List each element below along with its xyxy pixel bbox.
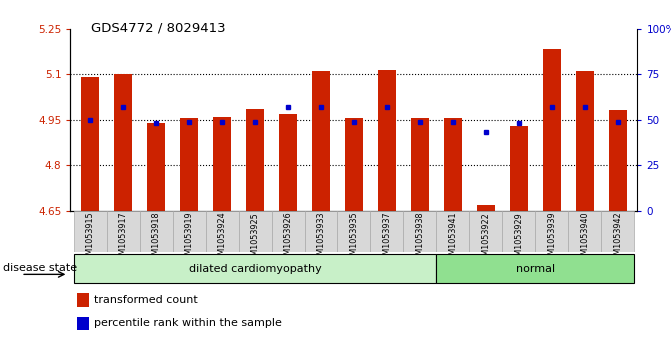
Text: normal: normal: [516, 264, 555, 274]
Text: GSM1053919: GSM1053919: [185, 212, 194, 265]
Bar: [568, 211, 601, 252]
Text: disease state: disease state: [3, 263, 77, 273]
Text: transformed count: transformed count: [94, 295, 198, 305]
Bar: [535, 211, 568, 252]
Bar: [213, 117, 231, 211]
Bar: [114, 74, 132, 211]
Text: GSM1053942: GSM1053942: [613, 212, 622, 265]
Bar: [338, 211, 370, 252]
Text: percentile rank within the sample: percentile rank within the sample: [94, 318, 282, 329]
Bar: [147, 123, 165, 211]
Bar: [81, 77, 99, 211]
Bar: [477, 205, 495, 211]
Text: GSM1053938: GSM1053938: [415, 212, 424, 265]
Text: GSM1053933: GSM1053933: [317, 212, 325, 265]
Bar: [74, 211, 107, 252]
Text: GSM1053918: GSM1053918: [152, 212, 160, 265]
Text: GSM1053929: GSM1053929: [514, 212, 523, 266]
Bar: [272, 211, 305, 252]
Bar: [246, 109, 264, 211]
Bar: [172, 211, 205, 252]
Text: GSM1053940: GSM1053940: [580, 212, 589, 265]
Bar: [205, 211, 239, 252]
Bar: [378, 70, 396, 211]
Text: GSM1053925: GSM1053925: [250, 212, 260, 266]
Bar: [436, 254, 634, 283]
Bar: [503, 211, 535, 252]
Text: GSM1053937: GSM1053937: [382, 212, 391, 265]
Bar: [312, 71, 330, 211]
Bar: [444, 118, 462, 211]
Text: GSM1053917: GSM1053917: [119, 212, 127, 265]
Bar: [609, 110, 627, 211]
Bar: [180, 118, 198, 211]
Text: GSM1053926: GSM1053926: [284, 212, 293, 265]
Bar: [601, 211, 634, 252]
Bar: [239, 211, 272, 252]
Text: GDS4772 / 8029413: GDS4772 / 8029413: [91, 22, 225, 35]
Bar: [107, 211, 140, 252]
Text: GSM1053939: GSM1053939: [548, 212, 556, 265]
Text: GSM1053924: GSM1053924: [217, 212, 227, 265]
Text: GSM1053915: GSM1053915: [86, 212, 95, 265]
Bar: [436, 211, 469, 252]
Text: GSM1053922: GSM1053922: [481, 212, 491, 266]
Bar: [370, 211, 403, 252]
Bar: [403, 211, 436, 252]
Bar: [576, 71, 594, 211]
Text: GSM1053935: GSM1053935: [350, 212, 358, 265]
Bar: [411, 118, 429, 211]
Bar: [74, 254, 436, 283]
Bar: [140, 211, 172, 252]
Bar: [279, 114, 297, 211]
Bar: [510, 126, 528, 211]
Text: GSM1053941: GSM1053941: [448, 212, 458, 265]
Text: dilated cardiomyopathy: dilated cardiomyopathy: [189, 264, 321, 274]
Bar: [543, 49, 561, 211]
Bar: [345, 118, 363, 211]
Bar: [469, 211, 503, 252]
Bar: [305, 211, 338, 252]
